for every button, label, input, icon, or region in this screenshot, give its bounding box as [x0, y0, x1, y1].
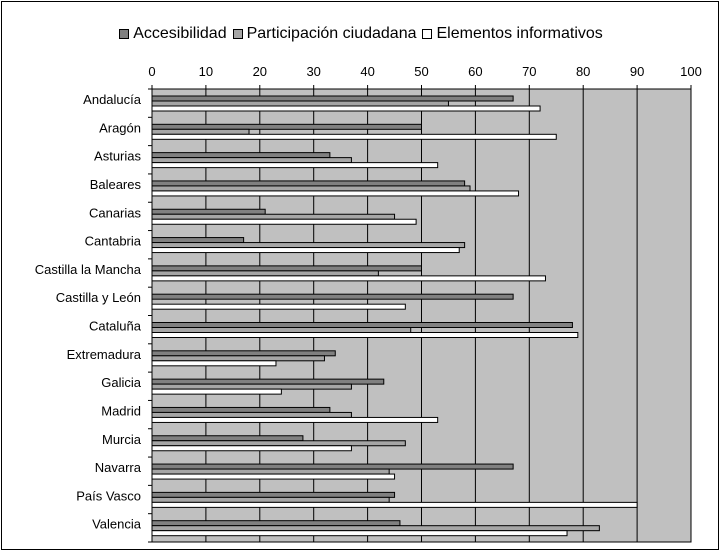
- bar-accesibilidad-1: [151, 123, 422, 130]
- bar-elementos-14: [151, 501, 638, 508]
- legend-label-elementos: Elementos informativos: [436, 25, 603, 42]
- bar-elementos-9: [151, 360, 277, 367]
- bar-participacion-11: [151, 411, 352, 418]
- legend-entry-accesibilidad: Accesibilidad: [119, 25, 227, 43]
- x-tick-label: 20: [253, 64, 267, 79]
- x-tick-label: 50: [414, 64, 428, 79]
- bar-accesibilidad-13: [151, 463, 514, 470]
- bar-elementos-5: [151, 247, 460, 254]
- legend-entry-participacion: Participación ciudadana: [232, 25, 417, 43]
- bar-accesibilidad-5: [151, 237, 245, 244]
- category-label: Cataluña: [89, 319, 142, 334]
- category-label: Galicia: [101, 375, 142, 390]
- x-tick-label: 30: [306, 64, 320, 79]
- category-label: Andalucía: [83, 92, 142, 107]
- bar-elementos-12: [151, 445, 352, 452]
- x-tick-label: 80: [576, 64, 590, 79]
- category-label: Canarias: [89, 205, 142, 220]
- x-tick-label: 60: [468, 64, 482, 79]
- category-label: Murcia: [102, 432, 142, 447]
- bar-elementos-11: [151, 416, 439, 423]
- bar-accesibilidad-7: [151, 293, 514, 300]
- category-label: Madrid: [101, 403, 141, 418]
- bar-participacion-5: [151, 242, 466, 249]
- legend-label-participacion: Participación ciudadana: [246, 25, 417, 42]
- category-label: País Vasco: [76, 488, 141, 503]
- bar-participacion-4: [151, 213, 396, 220]
- category-label: Cantabria: [85, 234, 142, 249]
- category-label: Castilla la Mancha: [35, 262, 142, 277]
- bar-accesibilidad-9: [151, 350, 336, 357]
- bar-elementos-2: [151, 162, 439, 169]
- x-tick-label: 10: [199, 64, 213, 79]
- x-tick-label: 40: [360, 64, 374, 79]
- bar-participacion-13: [151, 468, 390, 475]
- legend-label-accesibilidad: Accesibilidad: [133, 25, 227, 42]
- category-label: Baleares: [90, 177, 142, 192]
- bar-participacion-3: [151, 185, 471, 192]
- x-tick-label: 100: [680, 64, 702, 79]
- x-tick-label: 70: [522, 64, 536, 79]
- legend-entry-elementos: Elementos informativos: [422, 25, 603, 43]
- bar-elementos-1: [151, 133, 557, 140]
- bar-accesibilidad-8: [151, 322, 573, 328]
- bar-accesibilidad-3: [151, 180, 466, 187]
- bar-accesibilidad-0: [151, 95, 514, 102]
- category-label: Castilla y León: [56, 290, 141, 305]
- bar-accesibilidad-6: [151, 265, 422, 272]
- bar-elementos-4: [151, 218, 417, 225]
- x-tick-label: 90: [630, 64, 644, 79]
- bar-accesibilidad-11: [151, 406, 331, 413]
- bar-participacion-9: [151, 355, 325, 362]
- bar-elementos-10: [151, 388, 282, 395]
- bar-elementos-7: [151, 303, 406, 310]
- bar-elementos-3: [151, 190, 520, 197]
- bar-accesibilidad-12: [151, 435, 304, 442]
- bar-participacion-14: [151, 496, 390, 503]
- category-label: Extremadura: [67, 347, 142, 362]
- bar-participacion-6: [151, 270, 379, 277]
- bar-elementos-8: [151, 332, 579, 338]
- bar-elementos-13: [151, 473, 396, 480]
- category-label: Aragón: [99, 120, 141, 135]
- bar-accesibilidad-10: [151, 378, 385, 385]
- category-label: Asturias: [94, 149, 141, 164]
- bar-participacion-12: [151, 440, 406, 447]
- bar-participacion-1: [151, 128, 250, 135]
- x-tick-label: 0: [148, 64, 155, 79]
- bar-participacion-15: [151, 525, 600, 532]
- bar-accesibilidad-4: [151, 208, 266, 215]
- bar-elementos-15: [151, 530, 568, 537]
- bar-participacion-2: [151, 157, 352, 164]
- legend-swatch-participacion: [232, 29, 243, 39]
- bar-participacion-8: [151, 327, 412, 333]
- legend-swatch-accesibilidad: [119, 29, 130, 39]
- bar-participacion-0: [151, 100, 449, 107]
- bar-elementos-6: [151, 275, 546, 282]
- bar-elementos-0: [151, 105, 541, 112]
- chart-legend: Accesibilidad Participación ciudadana El…: [2, 22, 720, 46]
- bar-accesibilidad-14: [151, 491, 396, 498]
- legend-swatch-elementos: [422, 29, 433, 39]
- bar-participacion-10: [151, 383, 352, 390]
- category-label: Navarra: [95, 460, 142, 475]
- category-label: Valencia: [92, 517, 142, 532]
- bar-accesibilidad-2: [151, 152, 331, 159]
- bar-accesibilidad-15: [151, 520, 401, 527]
